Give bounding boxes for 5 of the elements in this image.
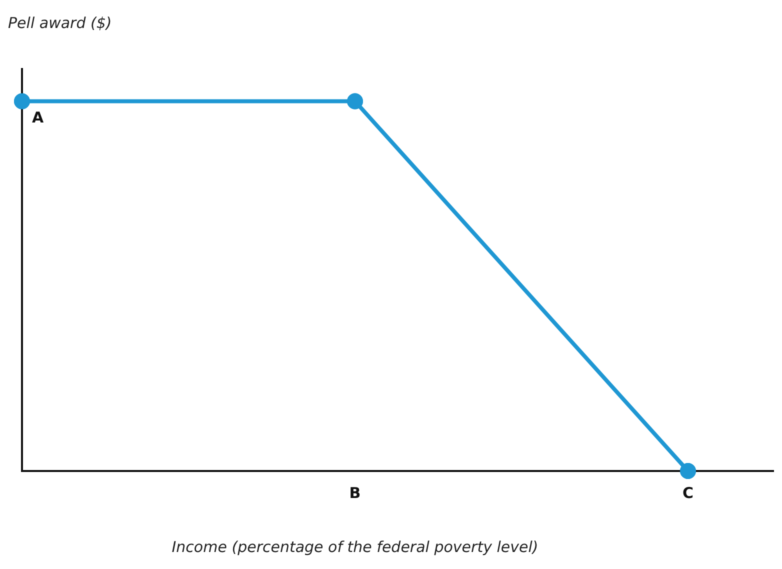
x-tick-label: B [349,484,361,502]
y-axis-title: Pell award ($) [8,14,112,32]
annotation: A [32,108,44,127]
x-tick-label: C [682,484,694,502]
x-axis-title: Income (percentage of the federal poverty level) [172,538,538,556]
